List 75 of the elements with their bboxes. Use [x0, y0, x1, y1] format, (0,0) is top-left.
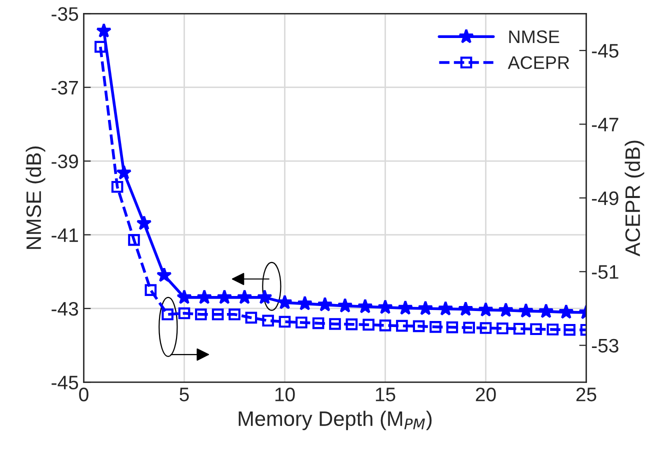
y-tick-label: -35 [52, 7, 78, 21]
point [438, 300, 454, 316]
point [498, 302, 514, 317]
point [178, 307, 190, 320]
point [296, 316, 308, 328]
x-tick-label: 25 [576, 388, 596, 402]
point [418, 300, 434, 316]
point [144, 284, 157, 296]
point [94, 40, 106, 53]
x-axis-title: Memory Depth (M$_{PM}$) [238, 410, 432, 430]
point [277, 294, 292, 310]
point [446, 321, 458, 334]
point [564, 324, 576, 336]
y2-tick-label: -47 [592, 118, 618, 132]
point [317, 296, 333, 312]
point [212, 308, 224, 320]
point [379, 320, 392, 332]
y-tick-label: -41 [52, 228, 78, 242]
point [463, 322, 475, 334]
point [412, 320, 425, 332]
point [312, 317, 324, 330]
x-tick-label: 0 [79, 388, 88, 402]
y-tick-label: -43 [52, 302, 78, 316]
point [530, 323, 542, 336]
point [196, 289, 212, 304]
point [480, 322, 492, 334]
y-tick-label: -37 [52, 80, 78, 95]
point [538, 303, 554, 318]
point [245, 312, 258, 324]
point [513, 322, 526, 335]
point [297, 296, 312, 310]
point [262, 314, 274, 327]
point [518, 303, 534, 318]
y2-axis-title: ACEPR (dB) [624, 140, 644, 256]
point [478, 302, 494, 317]
point [346, 318, 358, 330]
point [176, 289, 192, 304]
y-axis-title: NMSE (dB) [26, 146, 46, 249]
point [337, 298, 353, 313]
x-tick-label: 10 [275, 388, 295, 402]
point [195, 308, 207, 320]
point [378, 299, 393, 314]
point [329, 318, 341, 330]
y-tick-label: -39 [52, 154, 78, 168]
point [278, 316, 291, 328]
point [128, 234, 140, 246]
point [396, 320, 408, 332]
point [136, 215, 152, 230]
x-tick-label: 15 [376, 388, 396, 402]
x-tick-label: 20 [476, 388, 496, 402]
point [458, 301, 474, 316]
legend-label: ACEPR [508, 56, 570, 70]
y2-tick-label: -45 [592, 44, 618, 58]
point [162, 308, 174, 320]
point [156, 267, 172, 282]
point [358, 298, 373, 314]
legend-label: NMSE [509, 30, 560, 44]
point [96, 22, 112, 38]
point [216, 289, 232, 304]
point [116, 164, 132, 180]
point [228, 308, 240, 320]
point [496, 322, 508, 334]
y2-tick-label: -49 [592, 191, 618, 206]
point [362, 318, 374, 331]
point [111, 180, 124, 193]
point [430, 321, 442, 333]
point [546, 324, 559, 336]
y-tick-label: -45 [52, 376, 78, 390]
point [236, 289, 252, 304]
y2-tick-label: -51 [592, 265, 618, 279]
point [558, 304, 574, 319]
point [257, 289, 272, 304]
point [398, 300, 413, 315]
x-tick-label: 5 [180, 388, 189, 402]
y2-tick-label: -53 [592, 338, 618, 353]
